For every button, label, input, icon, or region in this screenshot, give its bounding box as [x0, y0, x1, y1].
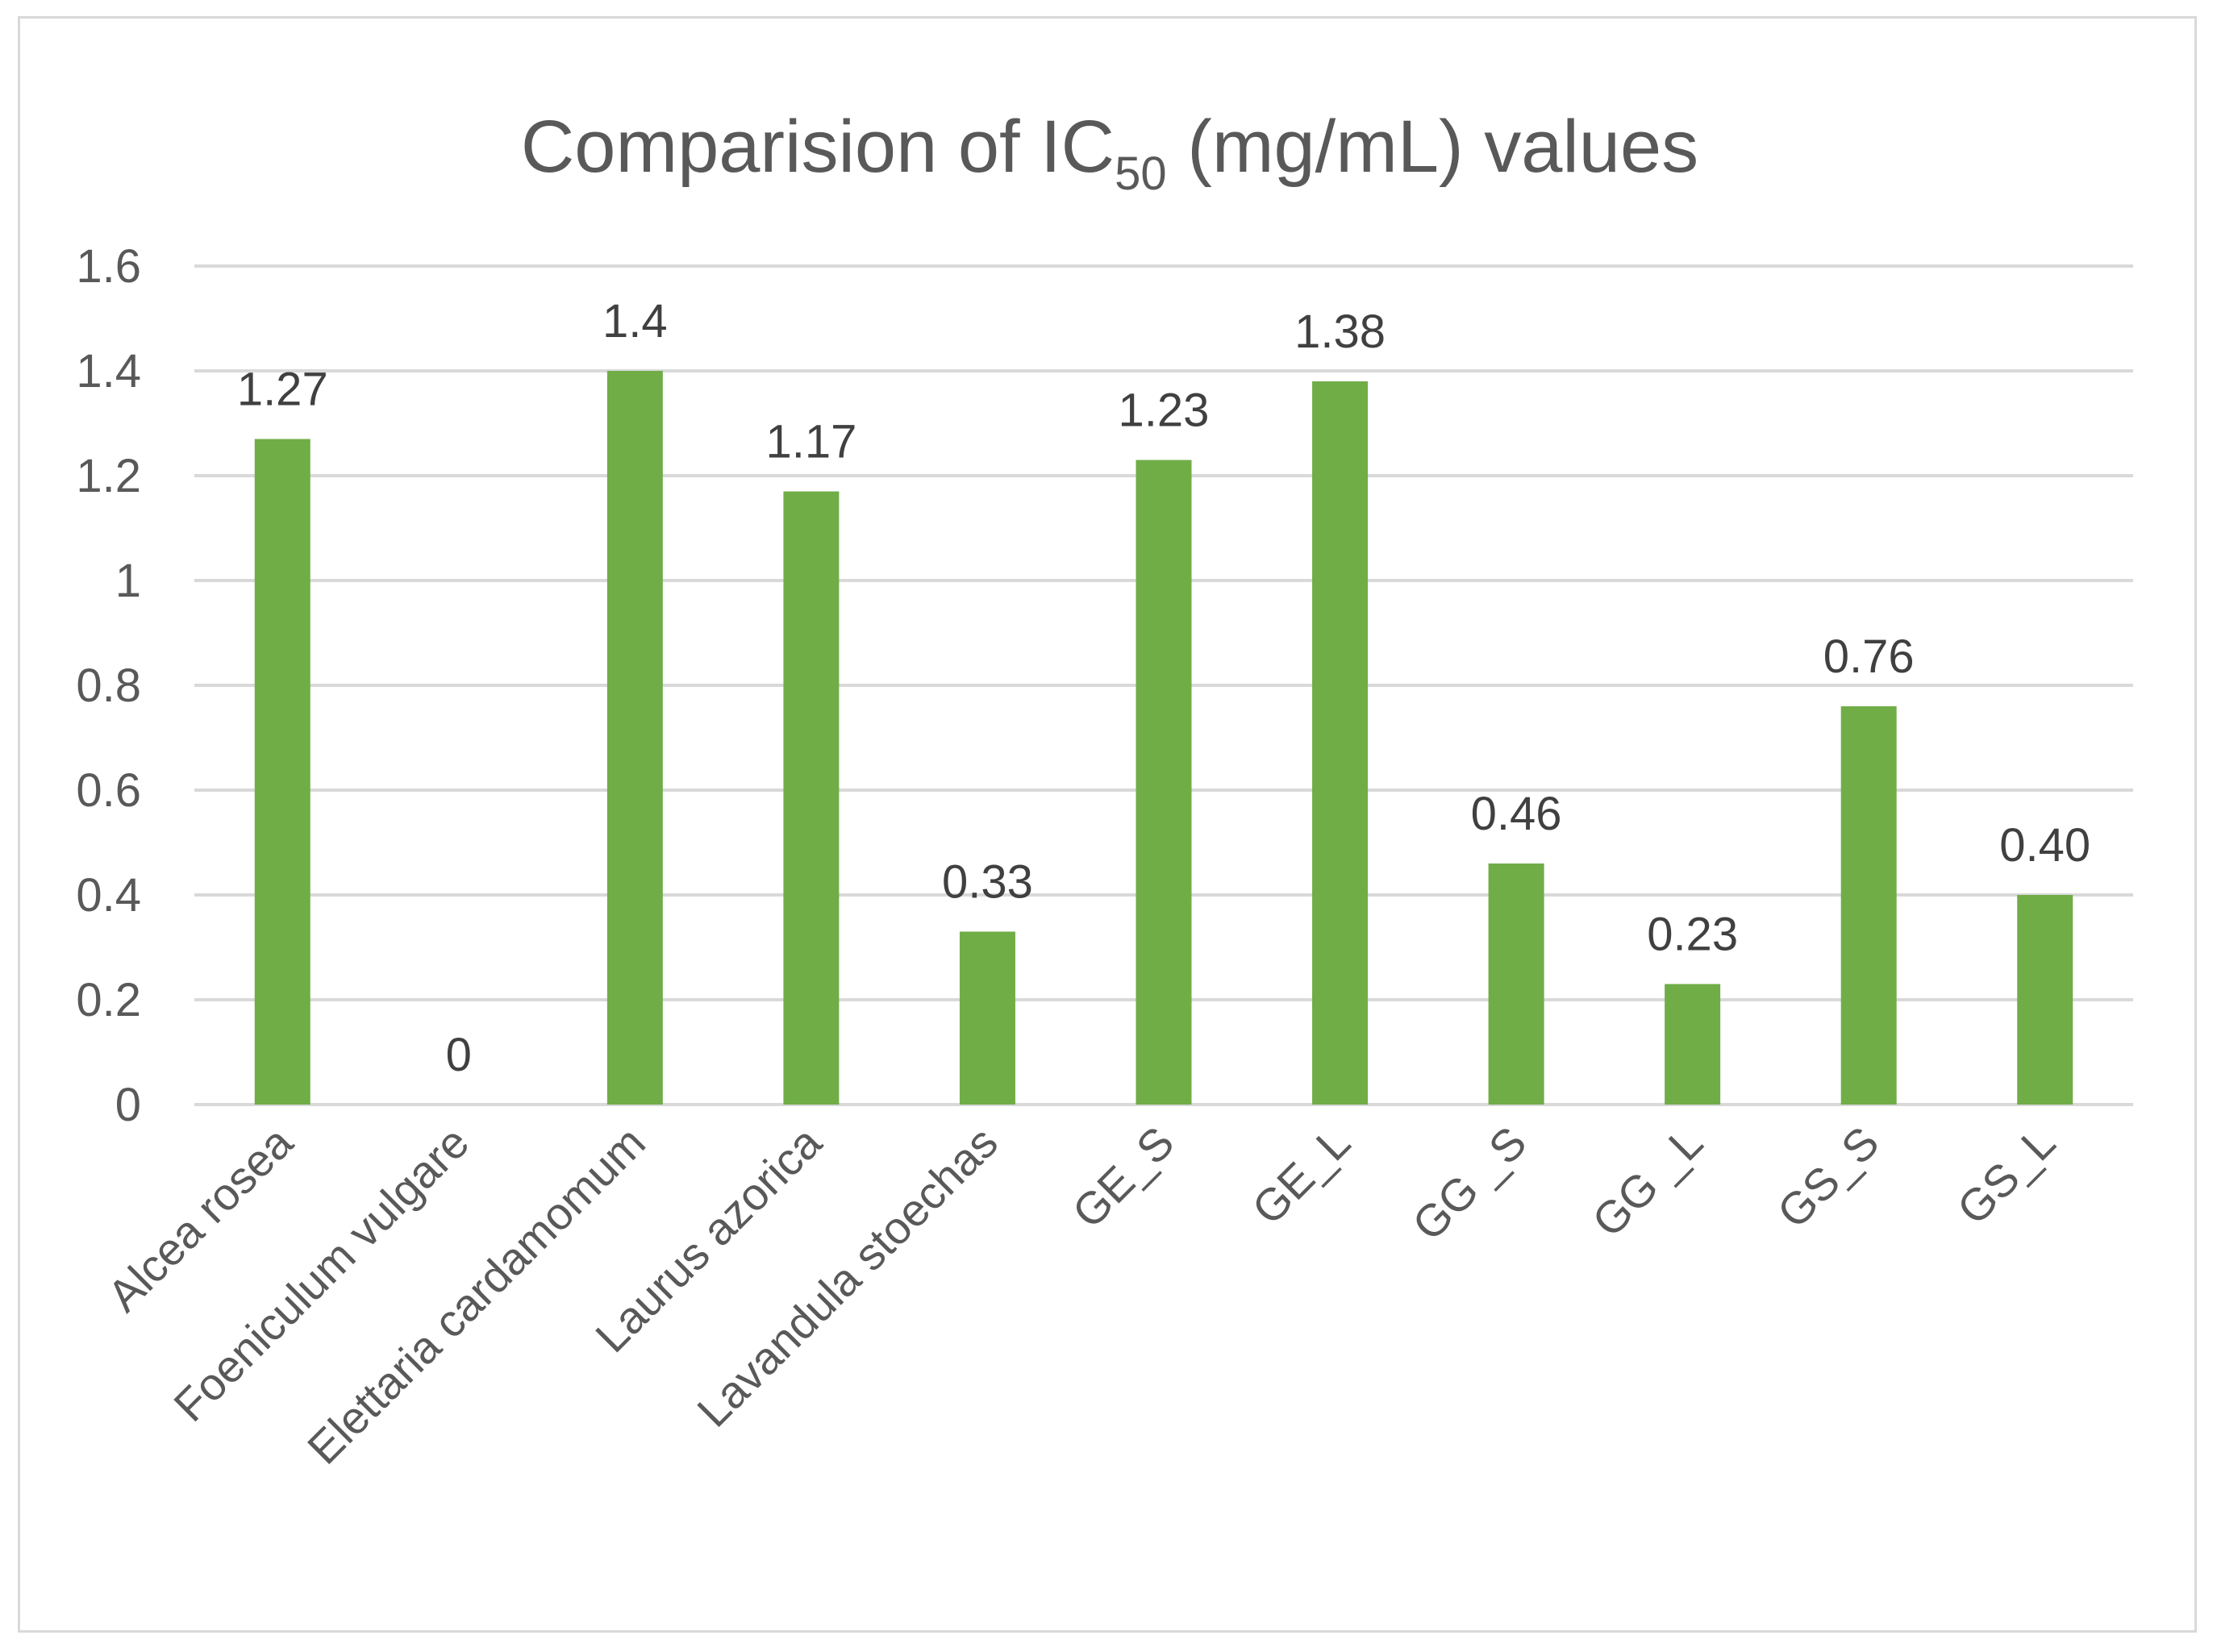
bar: [783, 491, 840, 1105]
data-labels: 1.27 0 1.4 1.17 0.33 1.23 1.38 0.46 0.23 0.76 0.40: [237, 295, 2090, 1081]
data-label: 0.23: [1647, 909, 1738, 961]
bar: [1840, 706, 1897, 1105]
bar: [1488, 863, 1544, 1105]
data-label: 0.40: [1999, 819, 2090, 872]
category-label: GE_L: [1242, 1117, 1360, 1234]
chart-title-main: Comparision of IC: [521, 106, 1115, 188]
data-label: 1.4: [602, 295, 668, 347]
y-tick-label: 1.6: [76, 240, 141, 293]
bar: [1136, 460, 1192, 1105]
bar-chart: Comparision of IC50 (mg/mL) values 00.20…: [76, 106, 2133, 1474]
bar: [254, 439, 310, 1105]
bar: [1665, 984, 1721, 1105]
category-label: GG _S: [1402, 1117, 1536, 1250]
chart-title: Comparision of IC50 (mg/mL) values: [521, 106, 1698, 200]
y-tick-label: 0.4: [76, 869, 141, 922]
category-label: GG _L: [1582, 1117, 1712, 1246]
data-label: 0: [446, 1029, 472, 1081]
category-label: GE_S: [1062, 1117, 1183, 1238]
y-tick-label: 1.4: [76, 345, 141, 397]
category-label: Elettaria cardamomum: [298, 1117, 655, 1474]
chart-frame: Comparision of IC50 (mg/mL) values 0 0.2 0…: [18, 16, 2197, 1633]
category-label: Lavandula stoechas: [687, 1117, 1007, 1437]
bar: [2017, 895, 2073, 1105]
category-label: GS_L: [1947, 1117, 2065, 1234]
y-tick-label: 0: [115, 1079, 141, 1131]
y-tick-label: 0.8: [76, 660, 141, 712]
data-label: 0.76: [1823, 630, 1915, 683]
y-axis-tick-labels: 0 0.2 0.4 0.6 0.8 1 1.2 1.4 1.6: [76, 240, 141, 1131]
y-tick-label: 0.2: [76, 974, 141, 1026]
category-label: GS_S: [1767, 1117, 1888, 1238]
data-label: 0.46: [1471, 788, 1562, 840]
data-label: 1.17: [765, 416, 856, 468]
y-tick-label: 1.2: [76, 450, 141, 502]
bar: [959, 931, 1015, 1105]
y-tick-label: 1: [115, 555, 141, 607]
data-label: 1.38: [1294, 306, 1386, 358]
chart-title-suffix: (mg/mL) values: [1167, 106, 1699, 188]
data-label: 1.27: [237, 364, 328, 416]
data-label: 1.23: [1119, 385, 1210, 437]
data-label: 0.33: [942, 856, 1033, 909]
chart-title-subscript: 50: [1115, 148, 1167, 200]
bar: [606, 371, 663, 1105]
category-label: Foeniculum vulgare: [164, 1117, 478, 1431]
bar: [1312, 381, 1369, 1105]
bars: [254, 371, 2073, 1105]
y-tick-label: 0.6: [76, 764, 141, 817]
